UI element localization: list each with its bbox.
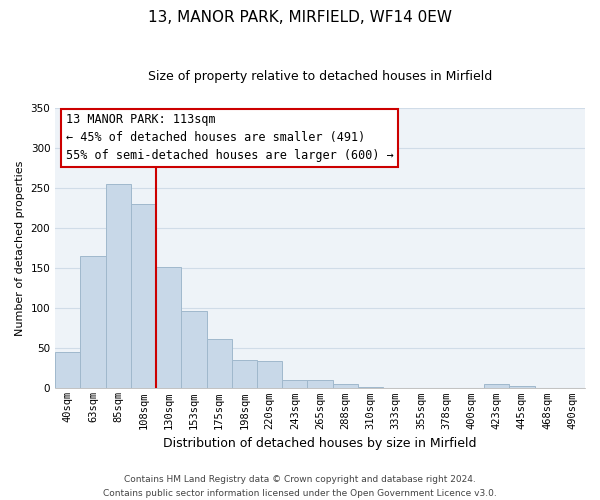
Bar (307, 380, 332, 388)
Bar (106, 184, 131, 388)
Text: 13 MANOR PARK: 113sqm
← 45% of detached houses are smaller (491)
55% of semi-det: 13 MANOR PARK: 113sqm ← 45% of detached … (66, 114, 394, 162)
Bar (332, 384, 358, 388)
Bar (282, 380, 307, 388)
Bar (156, 266, 181, 388)
Bar (484, 384, 509, 388)
Bar (232, 360, 257, 388)
Y-axis label: Number of detached properties: Number of detached properties (15, 160, 25, 336)
Bar (181, 312, 206, 388)
Bar (80, 256, 106, 388)
Text: Contains HM Land Registry data © Crown copyright and database right 2024.
Contai: Contains HM Land Registry data © Crown c… (103, 476, 497, 498)
Bar (55, 352, 80, 389)
Bar (358, 387, 383, 388)
Text: 13, MANOR PARK, MIRFIELD, WF14 0EW: 13, MANOR PARK, MIRFIELD, WF14 0EW (148, 10, 452, 25)
Bar (206, 338, 232, 388)
X-axis label: Distribution of detached houses by size in Mirfield: Distribution of detached houses by size … (163, 437, 477, 450)
Bar (131, 204, 156, 388)
Bar (509, 386, 535, 388)
Bar (257, 361, 282, 388)
Title: Size of property relative to detached houses in Mirfield: Size of property relative to detached ho… (148, 70, 492, 83)
